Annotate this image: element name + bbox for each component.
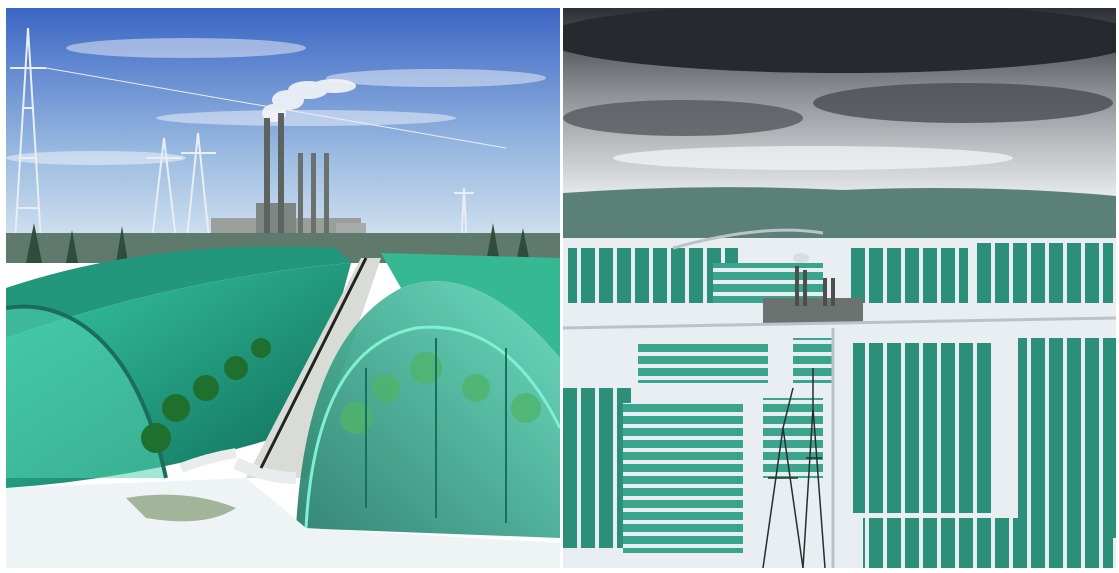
- power-lines: [762, 368, 826, 568]
- greenhouse-aerial-illustration: [563, 8, 1116, 568]
- greenhouse-aerial-view: [563, 8, 1116, 568]
- central-factory: [763, 253, 863, 323]
- plants: [141, 338, 271, 453]
- greenhouse-tunnels-left: [6, 246, 351, 488]
- clouds: [6, 38, 546, 165]
- walkway-pipes: [179, 257, 381, 484]
- greenhouse-tunnels-right: [296, 253, 560, 538]
- roads: [563, 228, 1116, 568]
- storm-clouds: [563, 8, 1116, 170]
- greenhouse-close-illustration: [6, 8, 560, 568]
- snow-ground: [6, 478, 560, 568]
- power-pylons: [10, 27, 507, 259]
- greenhouse-close-view: [6, 8, 560, 568]
- distant-hills: [563, 187, 1116, 243]
